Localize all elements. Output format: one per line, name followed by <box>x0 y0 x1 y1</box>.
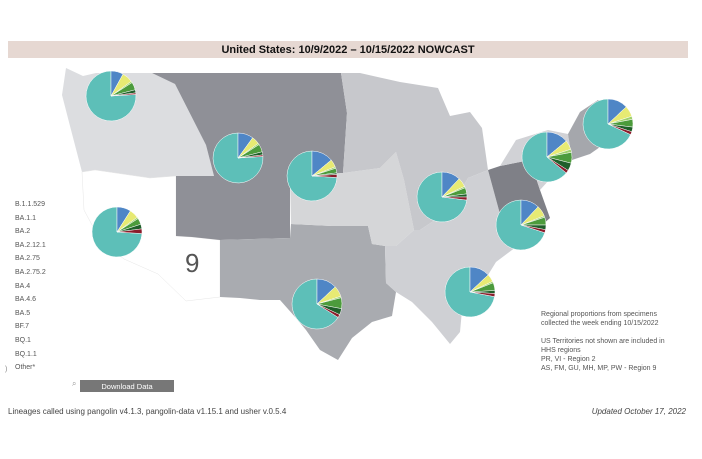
pie-slice[interactable] <box>85 70 137 122</box>
pie-charts <box>85 70 634 330</box>
map-title: United States: 10/9/2022 – 10/15/2022 NO… <box>8 41 688 58</box>
pie-slice[interactable] <box>607 123 633 135</box>
pie-slice[interactable] <box>582 98 631 150</box>
note-line: AS, FM, GU, MH, MP, PW - Region 9 <box>541 365 657 372</box>
legend-item: BA.2.75 <box>15 255 40 263</box>
legend-item: BQ.1 <box>15 336 31 344</box>
legend-item: BQ.1.1 <box>15 350 37 358</box>
pie-slice[interactable] <box>311 174 338 178</box>
pie-slice[interactable] <box>546 156 569 174</box>
search-icon[interactable]: ⌕ <box>72 379 77 388</box>
legend-item: BA.4 <box>15 282 31 290</box>
legend-item: BA.4.6 <box>15 296 37 304</box>
legend-item: B.1.1.529 <box>15 201 45 208</box>
note-line: PR, VI - Region 2 <box>541 356 596 363</box>
footer-updated-date: Updated October 17, 2022 <box>591 407 686 416</box>
legend-item: BA.2.12.1 <box>15 241 46 249</box>
pie-slice[interactable] <box>469 291 496 297</box>
legend-item: BF.7 <box>15 323 30 331</box>
pie-slice[interactable] <box>495 199 546 251</box>
region-label: 9 <box>185 248 200 278</box>
region-4-area[interactable] <box>385 170 520 344</box>
pie-slice[interactable] <box>212 132 264 184</box>
scroll-marker-icon: ) <box>5 366 8 373</box>
pie-slice[interactable] <box>110 92 137 97</box>
note-line: HHS regions <box>541 347 581 354</box>
pie-slice[interactable] <box>291 278 339 330</box>
lineage-legend: B.1.1.529 BA.1.1 BA.2 BA.2.12.1 BA.2.75 … <box>15 198 75 375</box>
legend-item: BA.5 <box>15 309 31 317</box>
legend-item: BA.2 <box>15 228 31 236</box>
pie-slice[interactable] <box>520 224 546 234</box>
legend-item: BA.2.75.2 <box>15 268 46 276</box>
pie-slice[interactable] <box>521 131 567 183</box>
pie-slice[interactable] <box>116 228 143 234</box>
download-data-button[interactable]: Download Data <box>80 380 174 392</box>
pie-slice[interactable] <box>286 150 338 202</box>
pie-slice[interactable] <box>441 196 468 201</box>
map-notes: Regional proportions from specimens coll… <box>541 310 691 373</box>
pie-slice[interactable] <box>91 206 143 258</box>
note-line: collected the week ending 10/15/2022 <box>541 320 659 327</box>
note-line: US Territories not shown are included in <box>541 338 665 345</box>
legend-item: Other* <box>15 364 36 372</box>
footer-pangolin-note: Lineages called using pangolin v4.1.3, p… <box>8 407 287 416</box>
note-line: Regional proportions from specimens <box>541 311 657 318</box>
legend-item: BA.1.1 <box>15 214 37 222</box>
pie-slice[interactable] <box>316 303 340 318</box>
pie-slice[interactable] <box>237 154 264 159</box>
